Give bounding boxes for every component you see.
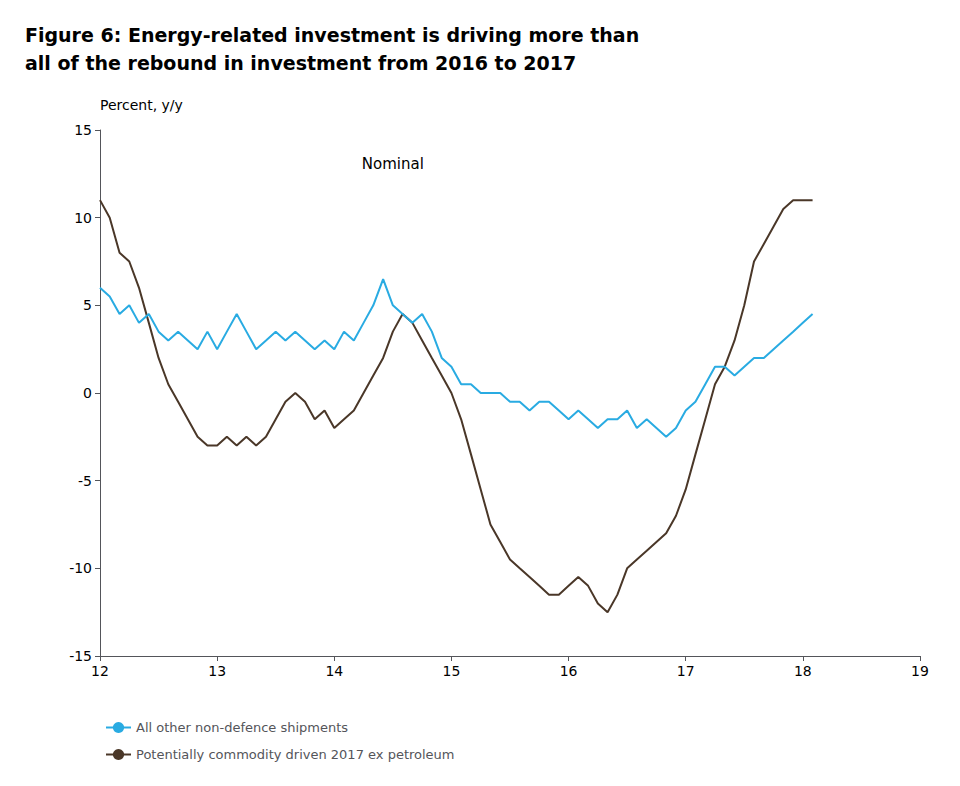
svg-text:-15: -15 [69, 648, 92, 664]
svg-text:16: 16 [560, 663, 578, 679]
svg-text:all of the rebound in investme: all of the rebound in investment from 20… [25, 52, 576, 74]
svg-text:All other non-defence shipment: All other non-defence shipments [136, 720, 348, 735]
svg-text:13: 13 [208, 663, 226, 679]
svg-text:-10: -10 [69, 560, 92, 576]
svg-text:17: 17 [677, 663, 695, 679]
svg-text:10: 10 [74, 210, 92, 226]
svg-text:Percent, y/y: Percent, y/y [100, 97, 183, 113]
svg-text:19: 19 [911, 663, 929, 679]
svg-text:12: 12 [91, 663, 109, 679]
svg-text:5: 5 [83, 297, 92, 313]
svg-text:15: 15 [443, 663, 461, 679]
svg-text:Potentially commodity driven 2: Potentially commodity driven 2017 ex pet… [136, 747, 455, 762]
svg-text:14: 14 [325, 663, 343, 679]
svg-text:15: 15 [74, 122, 92, 138]
svg-text:Figure 6: Energy-related inves: Figure 6: Energy-related investment is d… [25, 24, 639, 46]
svg-text:Nominal: Nominal [362, 155, 424, 173]
svg-text:-5: -5 [78, 473, 92, 489]
svg-text:0: 0 [83, 385, 92, 401]
svg-text:18: 18 [794, 663, 812, 679]
